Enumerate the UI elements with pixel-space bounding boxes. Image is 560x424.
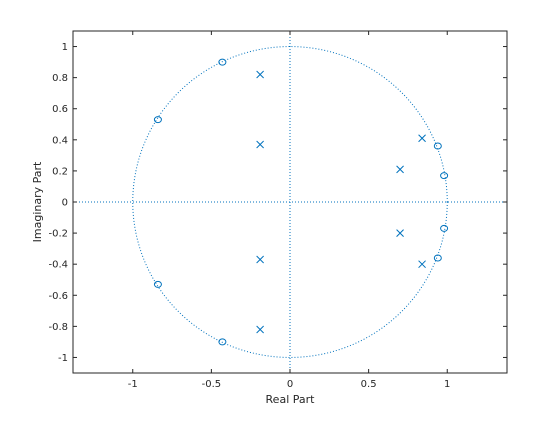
pole-marker [256, 255, 264, 264]
zero-marker [433, 142, 442, 150]
y-tick-label: 0 [62, 198, 68, 209]
pole-marker [418, 134, 426, 143]
x-tick-label: 0 [287, 379, 293, 390]
x-axis-label: Real Part [266, 393, 316, 406]
pole-marker [396, 229, 404, 237]
y-tick-label: 0.4 [52, 135, 68, 146]
zero-marker [218, 58, 227, 66]
y-tick-label: 1 [62, 42, 68, 53]
y-tick-label: -0.6 [48, 291, 68, 302]
y-tick-label: -0.4 [48, 260, 68, 271]
zero-marker [440, 172, 449, 180]
y-tick-label: 0.6 [52, 104, 68, 115]
zero-marker [153, 116, 162, 124]
y-axis-label: Imaginary Part [31, 161, 44, 242]
zero-marker [218, 338, 227, 346]
zero-marker [433, 254, 442, 262]
y-tick-label: 0.2 [52, 166, 68, 177]
pole-marker [256, 325, 264, 334]
pole-marker [418, 260, 426, 269]
pole-marker [396, 165, 404, 174]
x-tick-label: -1 [128, 379, 138, 390]
x-tick-label: -0.5 [202, 379, 222, 390]
y-tick-label: -0.2 [48, 229, 68, 240]
zero-marker [440, 224, 449, 232]
pole-marker [256, 140, 264, 149]
x-tick-label: 0.5 [361, 379, 377, 390]
y-tick-label: 0.8 [52, 73, 68, 84]
zero-marker [153, 280, 162, 288]
x-tick-label: 1 [444, 379, 450, 390]
y-tick-label: -1 [58, 353, 68, 364]
pole-marker [256, 70, 264, 79]
unit-circle [132, 46, 448, 358]
y-tick-label: -0.8 [48, 322, 68, 333]
